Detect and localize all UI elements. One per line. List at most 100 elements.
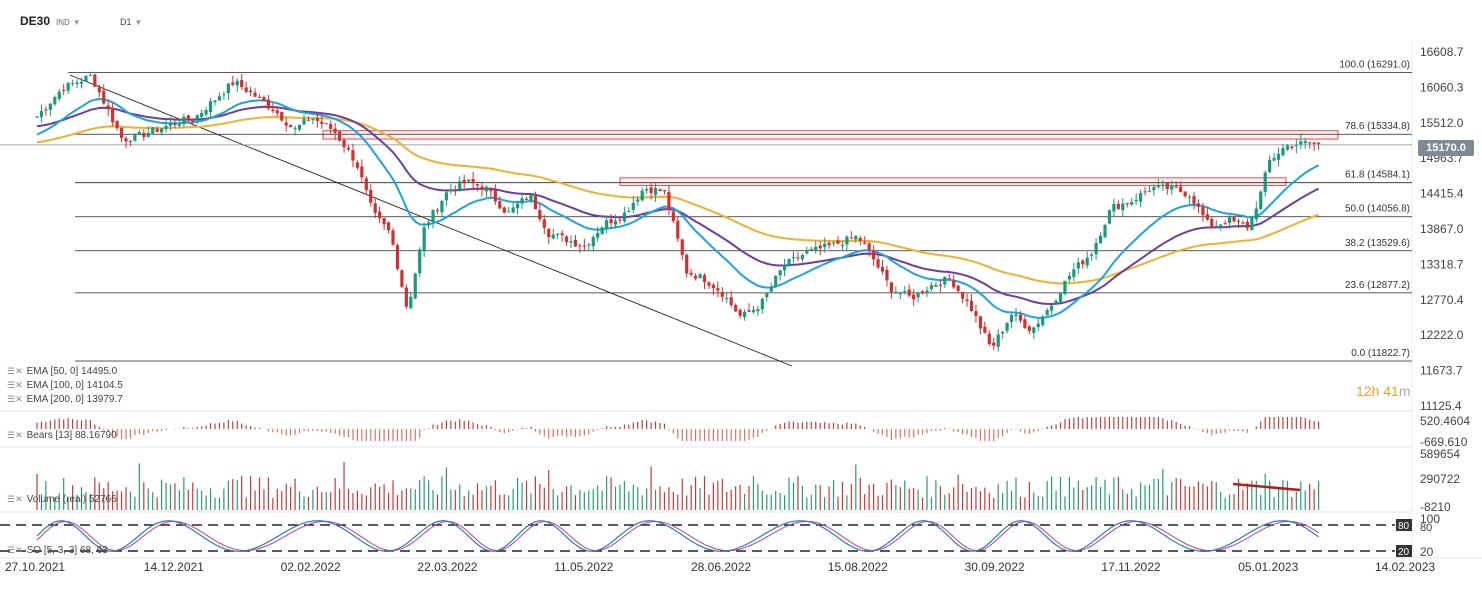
candle-body — [79, 81, 84, 84]
candle-body — [676, 220, 680, 239]
candle-body — [146, 132, 150, 137]
candle-body — [947, 278, 951, 280]
candle-body — [84, 75, 88, 82]
candle-body — [952, 280, 956, 288]
candle-body — [600, 227, 604, 234]
candle-body — [39, 111, 44, 118]
timeframe-selector[interactable]: D1 ▼ — [120, 17, 143, 27]
candle-body — [204, 110, 208, 115]
candle-body — [1263, 172, 1267, 193]
candle-body — [1116, 203, 1120, 209]
candle-body — [88, 74, 92, 76]
candle-body — [1179, 186, 1183, 193]
date-tick-label: 15.08.2022 — [828, 560, 888, 574]
price-tick-label: 16608.7 — [1420, 45, 1464, 59]
candle-body — [854, 236, 858, 240]
candle-body — [631, 202, 635, 210]
candle-body — [569, 241, 573, 243]
fib-level-label: 61.8 (14584.1) — [1345, 170, 1410, 181]
candle-body — [1192, 196, 1196, 204]
candle-body — [493, 190, 497, 202]
chevron-down-icon: ▼ — [134, 18, 143, 27]
candle-body — [511, 207, 515, 213]
candle-body — [898, 293, 902, 295]
candle-body — [1294, 145, 1298, 147]
date-tick-label: 22.03.2022 — [417, 560, 477, 574]
candle-body — [289, 124, 293, 128]
bears-legend[interactable]: ☰✕ Bears [13] 88.16790 — [7, 430, 117, 441]
candle-body — [386, 222, 391, 231]
settings-icon[interactable]: ☰✕ — [7, 380, 23, 390]
candle-body — [467, 179, 471, 182]
candle-body — [462, 179, 466, 184]
candle-body — [956, 285, 960, 291]
candle-timer: 12h 41m — [1356, 383, 1411, 399]
date-tick-label: 02.02.2022 — [281, 560, 341, 574]
candle-body — [1312, 142, 1316, 144]
candle-body — [658, 189, 662, 192]
candle-body — [747, 310, 751, 312]
candle-body — [609, 219, 613, 224]
candle-body — [453, 189, 457, 191]
candle-body — [694, 275, 698, 279]
candle-body — [333, 128, 337, 133]
volume-legend[interactable]: ☰✕ Volume (real) 52766 — [7, 494, 117, 505]
candle-body — [1098, 235, 1103, 244]
candle-body — [716, 288, 720, 291]
candle-body — [53, 97, 57, 105]
fib-level-label: 38.2 (13529.6) — [1345, 238, 1410, 249]
settings-icon[interactable]: ☰✕ — [7, 430, 23, 440]
ema100-legend[interactable]: ☰✕ EMA [100, 0] 14104.5 — [7, 380, 123, 391]
candle-body — [1219, 224, 1223, 227]
candle-body — [1232, 216, 1236, 222]
candle-body — [831, 242, 836, 244]
so-main-line — [36, 520, 1319, 552]
so-box-label: 20 — [1398, 547, 1410, 558]
candle-body — [934, 285, 938, 287]
candle-body — [756, 309, 760, 312]
candle-body — [622, 212, 626, 222]
price-tick-label: 11125.4 — [1420, 399, 1462, 413]
candle-body — [1134, 199, 1138, 202]
candle-body — [502, 207, 506, 213]
settings-icon[interactable]: ☰✕ — [7, 545, 23, 555]
candle-body — [297, 124, 302, 130]
candle-body — [542, 219, 546, 228]
settings-icon[interactable]: ☰✕ — [7, 394, 23, 404]
candle-body — [1005, 323, 1009, 331]
candle-body — [1103, 225, 1107, 238]
candle-body — [1303, 141, 1307, 144]
candle-body — [547, 228, 551, 238]
settings-icon[interactable]: ☰✕ — [7, 366, 23, 376]
ema200-legend[interactable]: ☰✕ EMA [200, 0] 13979.7 — [7, 394, 123, 405]
candle-body — [1152, 187, 1156, 191]
settings-icon[interactable]: ☰✕ — [7, 494, 23, 504]
candle-body — [885, 269, 889, 281]
candle-body — [1050, 305, 1054, 311]
candle-body — [520, 198, 524, 204]
chevron-down-icon[interactable]: ▼ — [72, 18, 81, 27]
candle-body — [311, 118, 315, 121]
candle-body — [840, 245, 845, 247]
candle-body — [1187, 196, 1192, 198]
date-tick-label: 11.05.2022 — [554, 560, 613, 574]
candle-body — [929, 285, 934, 289]
candle-body — [395, 245, 400, 269]
symbol-label[interactable]: DE30 — [20, 14, 51, 28]
candle-body — [235, 80, 239, 86]
candle-body — [978, 316, 982, 329]
ema50-legend[interactable]: ☰✕ EMA [50, 0] 14495.0 — [7, 366, 118, 377]
candle-body — [823, 243, 827, 248]
so-legend[interactable]: ☰✕ SO [5, 3, 3] 68, 63 — [7, 545, 108, 556]
candle-body — [667, 191, 671, 210]
candle-body — [1299, 141, 1303, 145]
fib-level-label: 50.0 (14056.8) — [1345, 204, 1410, 215]
candle-body — [471, 178, 475, 184]
candle-body — [671, 211, 675, 222]
candle-body — [1009, 314, 1014, 322]
candle-body — [1072, 269, 1076, 278]
candle-body — [800, 255, 804, 260]
price-tick-label: 12222.0 — [1420, 328, 1464, 342]
candle-body — [689, 272, 693, 275]
